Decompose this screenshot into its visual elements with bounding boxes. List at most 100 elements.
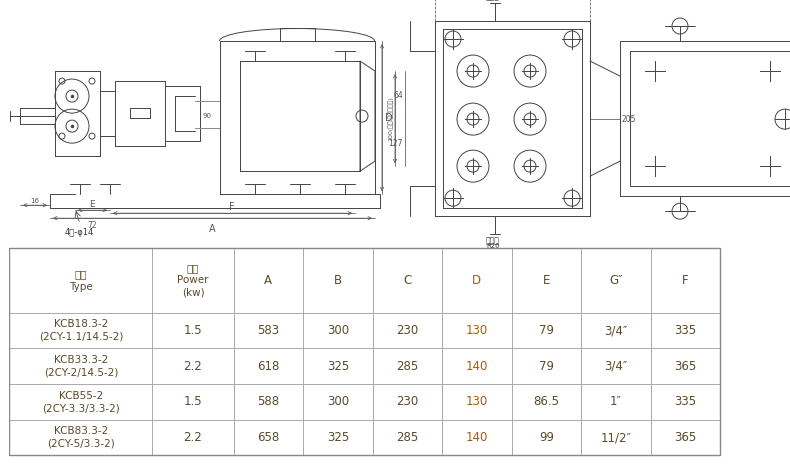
Bar [303, 384, 373, 420]
Bar [442, 313, 512, 348]
Bar [442, 420, 512, 455]
Text: 99: 99 [539, 431, 554, 444]
Text: 1.5: 1.5 [183, 395, 202, 408]
Text: 325: 325 [327, 431, 349, 444]
Text: 230: 230 [397, 395, 419, 408]
Bar [651, 248, 720, 313]
Bar [152, 348, 234, 384]
Text: 64: 64 [393, 91, 403, 99]
Bar [373, 313, 442, 348]
Bar [442, 384, 512, 420]
Text: 300: 300 [327, 395, 349, 408]
Bar [512, 384, 581, 420]
Text: 功率
Power
(kw): 功率 Power (kw) [177, 263, 209, 298]
Text: 618: 618 [257, 360, 280, 373]
Bar [373, 248, 442, 313]
Bar [581, 348, 651, 384]
Text: 365: 365 [675, 360, 697, 373]
Text: 出油口: 出油口 [486, 0, 500, 1]
Text: 1.5: 1.5 [183, 324, 202, 337]
Bar [152, 384, 234, 420]
Text: 11/2″: 11/2″ [600, 431, 631, 444]
Text: 300: 300 [327, 324, 349, 337]
Bar [512, 248, 581, 313]
Text: 3/4″: 3/4″ [604, 324, 627, 337]
Text: 335: 335 [675, 324, 697, 337]
Text: 79: 79 [539, 360, 554, 373]
Text: 285: 285 [397, 360, 419, 373]
Bar [234, 420, 303, 455]
Text: 127: 127 [389, 139, 403, 148]
Text: 1″: 1″ [610, 395, 622, 408]
Bar [234, 348, 303, 384]
Text: 16: 16 [31, 198, 40, 204]
Bar [373, 420, 442, 455]
Text: 型号
Type: 型号 Type [69, 269, 92, 292]
Text: KCB18.3-2
(2CY-1.1/14.5-2): KCB18.3-2 (2CY-1.1/14.5-2) [39, 319, 123, 342]
Text: 2.2: 2.2 [183, 360, 202, 373]
Text: 335: 335 [675, 395, 697, 408]
Text: 583: 583 [258, 324, 280, 337]
Text: 3/4″: 3/4″ [604, 360, 627, 373]
Bar [581, 420, 651, 455]
Bar [373, 384, 442, 420]
Text: KCB83.3-2
(2CY-5/3.3-2): KCB83.3-2 (2CY-5/3.3-2) [47, 426, 115, 449]
Bar [234, 384, 303, 420]
Bar [152, 420, 234, 455]
Bar [651, 384, 720, 420]
Bar [512, 420, 581, 455]
Text: C: C [403, 274, 412, 287]
Text: F: F [229, 202, 235, 212]
Text: D: D [385, 113, 393, 123]
Text: E: E [89, 200, 95, 209]
Bar [9, 313, 152, 348]
Bar [651, 348, 720, 384]
Bar [581, 313, 651, 348]
Text: 4孔-φ14: 4孔-φ14 [65, 228, 94, 237]
Text: F: F [683, 274, 689, 287]
Bar [234, 313, 303, 348]
Text: 2.2: 2.2 [183, 431, 202, 444]
Text: 140: 140 [466, 431, 488, 444]
Bar [9, 348, 152, 384]
Text: 325: 325 [327, 360, 349, 373]
Bar [303, 313, 373, 348]
Text: 86.5: 86.5 [533, 395, 559, 408]
Text: 130: 130 [466, 324, 488, 337]
Bar [234, 248, 303, 313]
Text: B: B [334, 274, 342, 287]
Bar [442, 348, 512, 384]
Bar [442, 248, 512, 313]
Bar [581, 384, 651, 420]
Text: 200(出口,进油口距离): 200(出口,进油口距离) [387, 97, 393, 142]
Text: R20: R20 [486, 243, 500, 249]
Text: 205: 205 [622, 114, 637, 124]
Bar [152, 313, 234, 348]
Text: 79: 79 [539, 324, 554, 337]
Bar [303, 248, 373, 313]
Text: A: A [265, 274, 273, 287]
Text: 进油口: 进油口 [486, 236, 500, 245]
Bar [581, 248, 651, 313]
Bar [9, 384, 152, 420]
Bar [303, 420, 373, 455]
Text: KCB33.3-2
(2CY-2/14.5-2): KCB33.3-2 (2CY-2/14.5-2) [43, 355, 118, 378]
Text: 658: 658 [258, 431, 280, 444]
Text: KCB55-2
(2CY-3.3/3.3-2): KCB55-2 (2CY-3.3/3.3-2) [42, 391, 120, 413]
Bar [9, 248, 152, 313]
Bar [303, 348, 373, 384]
Bar [512, 313, 581, 348]
Bar [512, 348, 581, 384]
Text: 230: 230 [397, 324, 419, 337]
Text: G″: G″ [609, 274, 623, 287]
Text: A: A [209, 224, 216, 234]
Bar [152, 248, 234, 313]
Text: E: E [543, 274, 550, 287]
Text: D: D [472, 274, 481, 287]
Text: 140: 140 [466, 360, 488, 373]
Text: 90: 90 [202, 113, 212, 119]
Bar [651, 420, 720, 455]
Text: 285: 285 [397, 431, 419, 444]
Text: 365: 365 [675, 431, 697, 444]
Bar [373, 348, 442, 384]
